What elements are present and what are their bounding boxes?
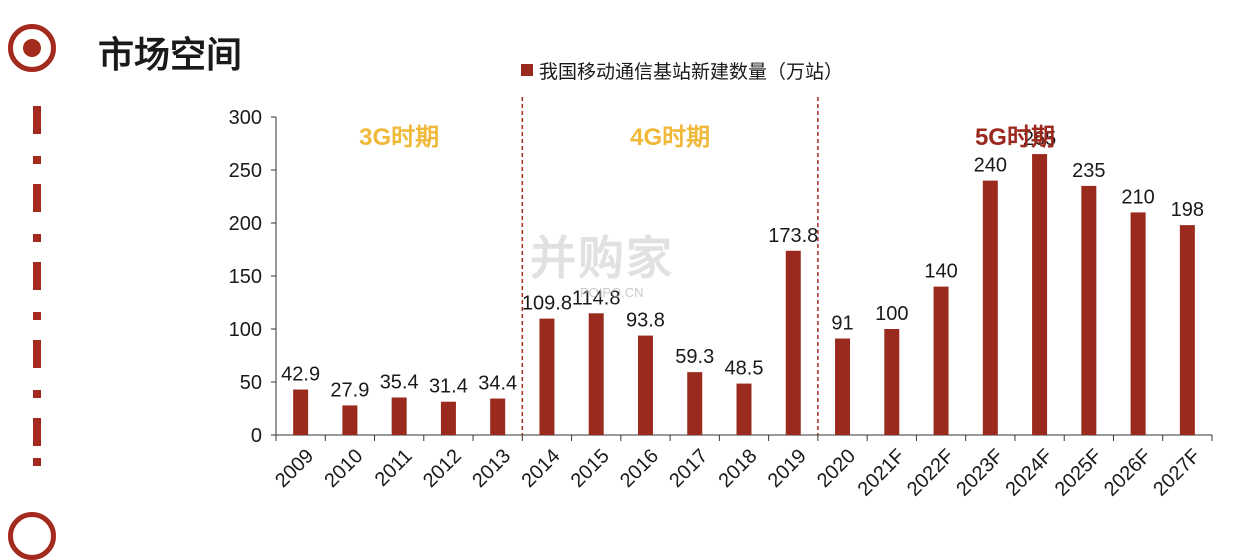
data-label: 109.8 xyxy=(522,293,572,315)
data-label: 210 xyxy=(1121,186,1154,208)
data-label: 265 xyxy=(1023,128,1056,150)
y-tick-label: 250 xyxy=(229,160,262,182)
x-tick-label: 2021F xyxy=(854,445,910,501)
bar xyxy=(1032,154,1048,435)
data-label: 140 xyxy=(924,261,957,283)
bar xyxy=(736,383,752,435)
data-label: 35.4 xyxy=(380,371,419,393)
x-tick-label: 2016 xyxy=(616,445,663,492)
x-tick-label: 2025F xyxy=(1051,445,1107,501)
bar xyxy=(1081,185,1097,435)
era-label: 3G时期 xyxy=(359,124,439,151)
legend-swatch xyxy=(521,64,533,76)
y-tick-label: 200 xyxy=(229,213,262,235)
x-tick-label: 2022F xyxy=(903,445,959,501)
bar xyxy=(588,313,604,435)
y-tick-label: 150 xyxy=(229,266,262,288)
x-tick-label: 2026F xyxy=(1100,445,1156,501)
data-label: 93.8 xyxy=(626,310,665,332)
x-tick-label: 2019 xyxy=(764,445,811,492)
bar xyxy=(933,286,949,435)
watermark-site: POIPO.CN xyxy=(580,285,644,300)
data-label: 240 xyxy=(974,155,1007,177)
era-label: 4G时期 xyxy=(630,124,710,151)
y-tick-label: 0 xyxy=(251,425,262,447)
bar xyxy=(687,372,703,435)
x-tick-label: 2010 xyxy=(320,445,367,492)
bar xyxy=(637,335,653,435)
bar xyxy=(342,405,358,435)
bar xyxy=(982,180,998,435)
era-label: 5G时期 xyxy=(975,124,1055,151)
data-label: 42.9 xyxy=(281,364,320,386)
bar-chart: 0 50 100 150 200 250 300 42.9 2009 27.9 2010 35.4 20… xyxy=(229,61,1213,501)
y-tick-label: 100 xyxy=(229,319,262,341)
bar xyxy=(835,338,851,435)
x-tick-label: 2018 xyxy=(715,445,762,492)
x-tick-label: 2011 xyxy=(371,445,417,491)
data-label: 235 xyxy=(1072,160,1105,182)
bar xyxy=(490,398,506,435)
x-tick-label: 2012 xyxy=(419,445,466,492)
bar xyxy=(884,329,900,435)
data-label: 173.8 xyxy=(768,225,818,247)
x-tick-label: 2027F xyxy=(1149,445,1205,501)
decorative-dashed-line xyxy=(33,106,41,466)
bar xyxy=(539,318,555,435)
legend-label: 我国移动通信基站新建数量（万站） xyxy=(539,61,843,83)
bar xyxy=(1179,225,1195,435)
data-label: 91 xyxy=(831,313,853,335)
data-label: 100 xyxy=(875,303,908,325)
data-label: 59.3 xyxy=(675,346,714,368)
data-label: 198 xyxy=(1171,199,1204,221)
data-label: 27.9 xyxy=(330,379,369,401)
bar xyxy=(1130,212,1146,435)
bar xyxy=(440,401,456,435)
x-tick-label: 2009 xyxy=(271,445,318,492)
section-bullet-icon xyxy=(8,24,56,72)
x-tick-label: 2017 xyxy=(665,445,712,492)
page-title: 市场空间 xyxy=(98,34,243,75)
bar xyxy=(785,250,801,435)
watermark-logo: 并购家 xyxy=(530,232,674,284)
x-tick-label: 2015 xyxy=(567,445,614,492)
x-tick-label: 2013 xyxy=(468,445,515,492)
x-tick-label: 2024F xyxy=(1001,445,1057,501)
bar xyxy=(391,397,407,435)
data-label: 114.8 xyxy=(572,287,621,309)
y-tick-label: 300 xyxy=(229,107,262,129)
y-tick-label: 50 xyxy=(240,372,262,394)
x-tick-label: 2014 xyxy=(517,445,564,492)
bar xyxy=(293,389,309,435)
x-tick-label: 2023F xyxy=(952,445,1008,501)
data-label: 34.4 xyxy=(478,373,517,395)
data-label: 31.4 xyxy=(429,376,468,398)
data-label: 48.5 xyxy=(725,358,764,380)
